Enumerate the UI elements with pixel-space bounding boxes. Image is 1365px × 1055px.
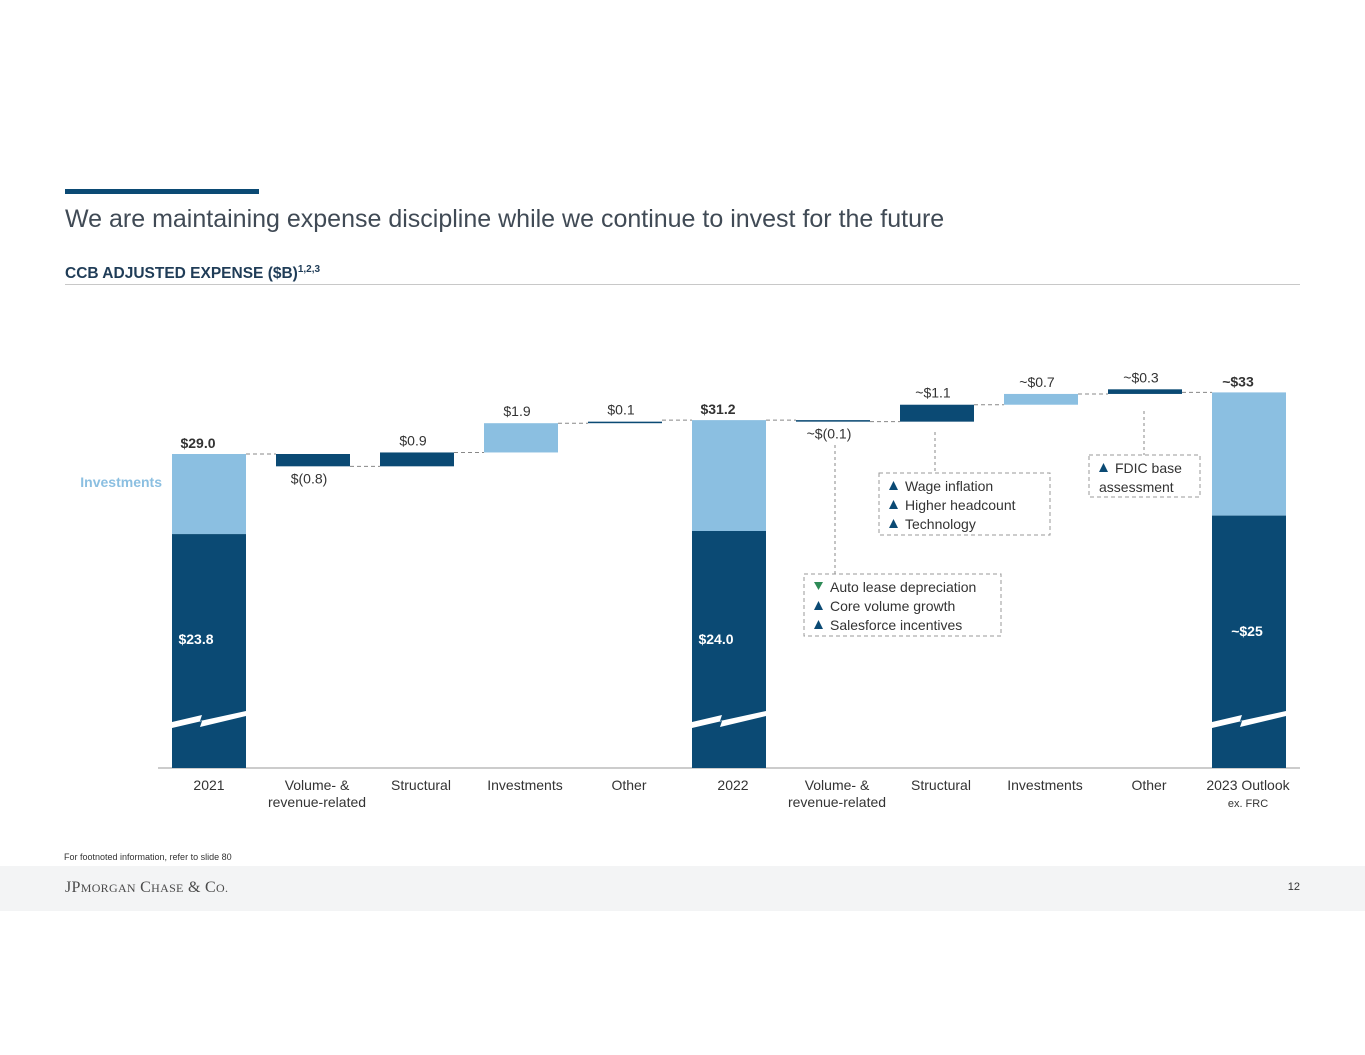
bar-investments-segment [172, 454, 246, 535]
triangle-up-icon [889, 500, 898, 509]
callout-text: Core volume growth [830, 598, 955, 614]
bar-delta-label: $1.9 [503, 403, 530, 419]
callout-text: Salesforce incentives [830, 617, 962, 633]
callout-text: assessment [1099, 479, 1174, 495]
x-tick-label: revenue-related [268, 794, 366, 810]
slide-title: We are maintaining expense discipline wh… [65, 205, 945, 233]
bar-delta [380, 452, 454, 467]
triangle-up-icon [814, 620, 823, 629]
bar-base-segment [692, 531, 766, 768]
footer-bar: JPMORGAN CHASE & CO. 12 [0, 866, 1365, 911]
x-tick-label: revenue-related [788, 794, 886, 810]
investments-series-label: Investments [80, 474, 162, 490]
callout-box [1088, 454, 1201, 498]
bar-delta-label: ~$0.3 [1123, 369, 1159, 385]
x-tick-label: Other [611, 777, 646, 793]
footnote: For footnoted information, refer to slid… [64, 852, 232, 862]
bar-delta [588, 421, 662, 424]
bar-delta-label: $(0.8) [291, 470, 328, 486]
bar-base-segment [1212, 515, 1286, 768]
x-tick-label: 2022 [717, 777, 748, 793]
bar-base-segment [172, 534, 246, 768]
bar-delta [276, 454, 350, 467]
bar-investments-segment [1212, 392, 1286, 516]
triangle-up-icon [889, 519, 898, 528]
x-tick-label: Structural [911, 777, 971, 793]
x-tick-sublabel: ex. FRC [1228, 798, 1268, 810]
bar-delta [1004, 393, 1078, 405]
bar-delta-label: ~$(0.1) [807, 426, 852, 442]
x-tick-label: Structural [391, 777, 451, 793]
page-number: 12 [1287, 881, 1300, 893]
bar-delta-label: $0.1 [607, 402, 634, 418]
axis-break-mark [172, 711, 246, 728]
bar-delta [1108, 389, 1182, 394]
waterfall-chart: $29.0 $23.8 $(0.8) $0.9 $1.9 $0.1 $31.2 $24.0 ~$… [80, 369, 1300, 810]
chart-subtitle-footnote-ref: 1,2,3 [297, 264, 321, 275]
jpmorgan-logo: JPMORGAN CHASE & CO. [65, 879, 229, 896]
x-tick-label: 2023 Outlook [1206, 777, 1290, 793]
x-tick-label: 2021 [193, 777, 224, 793]
callout-text: Wage inflation [905, 478, 993, 494]
bar-total-label: $29.0 [180, 435, 215, 451]
bar-total-label: ~$33 [1222, 373, 1254, 389]
triangle-down-icon [814, 582, 823, 590]
bar-base-label: $23.8 [178, 631, 213, 647]
x-tick-label: Volume- & [285, 777, 350, 793]
bar-delta-label: ~$0.7 [1019, 374, 1055, 390]
bar-delta [484, 423, 558, 453]
bar-delta [900, 404, 974, 422]
triangle-up-icon [1099, 463, 1108, 472]
x-tick-label: Investments [1007, 777, 1082, 793]
callout-text: Technology [905, 516, 976, 532]
callout-text: Higher headcount [905, 497, 1016, 513]
axis-break-mark [692, 711, 766, 728]
x-tick-label: Investments [487, 777, 562, 793]
chart-subtitle-text: CCB ADJUSTED EXPENSE ($B) [65, 265, 298, 283]
bar-base-label: ~$25 [1231, 623, 1263, 639]
axis-break-mark [1212, 711, 1286, 728]
triangle-up-icon [814, 601, 823, 610]
callout-box [878, 472, 1051, 536]
bar-delta-label: ~$1.1 [915, 385, 951, 401]
x-tick-label: Volume- & [805, 777, 870, 793]
chart-subtitle: CCB ADJUSTED EXPENSE ($B)1,2,3 [65, 264, 320, 283]
bar-total-label: $31.2 [700, 401, 735, 417]
subtitle-rule [65, 284, 1300, 285]
callout-box [803, 573, 1002, 637]
callout-text: FDIC base [1115, 460, 1182, 476]
title-accent-bar [65, 189, 259, 194]
triangle-up-icon [889, 481, 898, 490]
bar-base-label: $24.0 [698, 631, 733, 647]
callout-text: Auto lease depreciation [830, 579, 976, 595]
bar-investments-segment [692, 420, 766, 531]
bar-delta-label: $0.9 [399, 432, 426, 448]
bar-delta [796, 420, 870, 422]
x-tick-label: Other [1131, 777, 1166, 793]
